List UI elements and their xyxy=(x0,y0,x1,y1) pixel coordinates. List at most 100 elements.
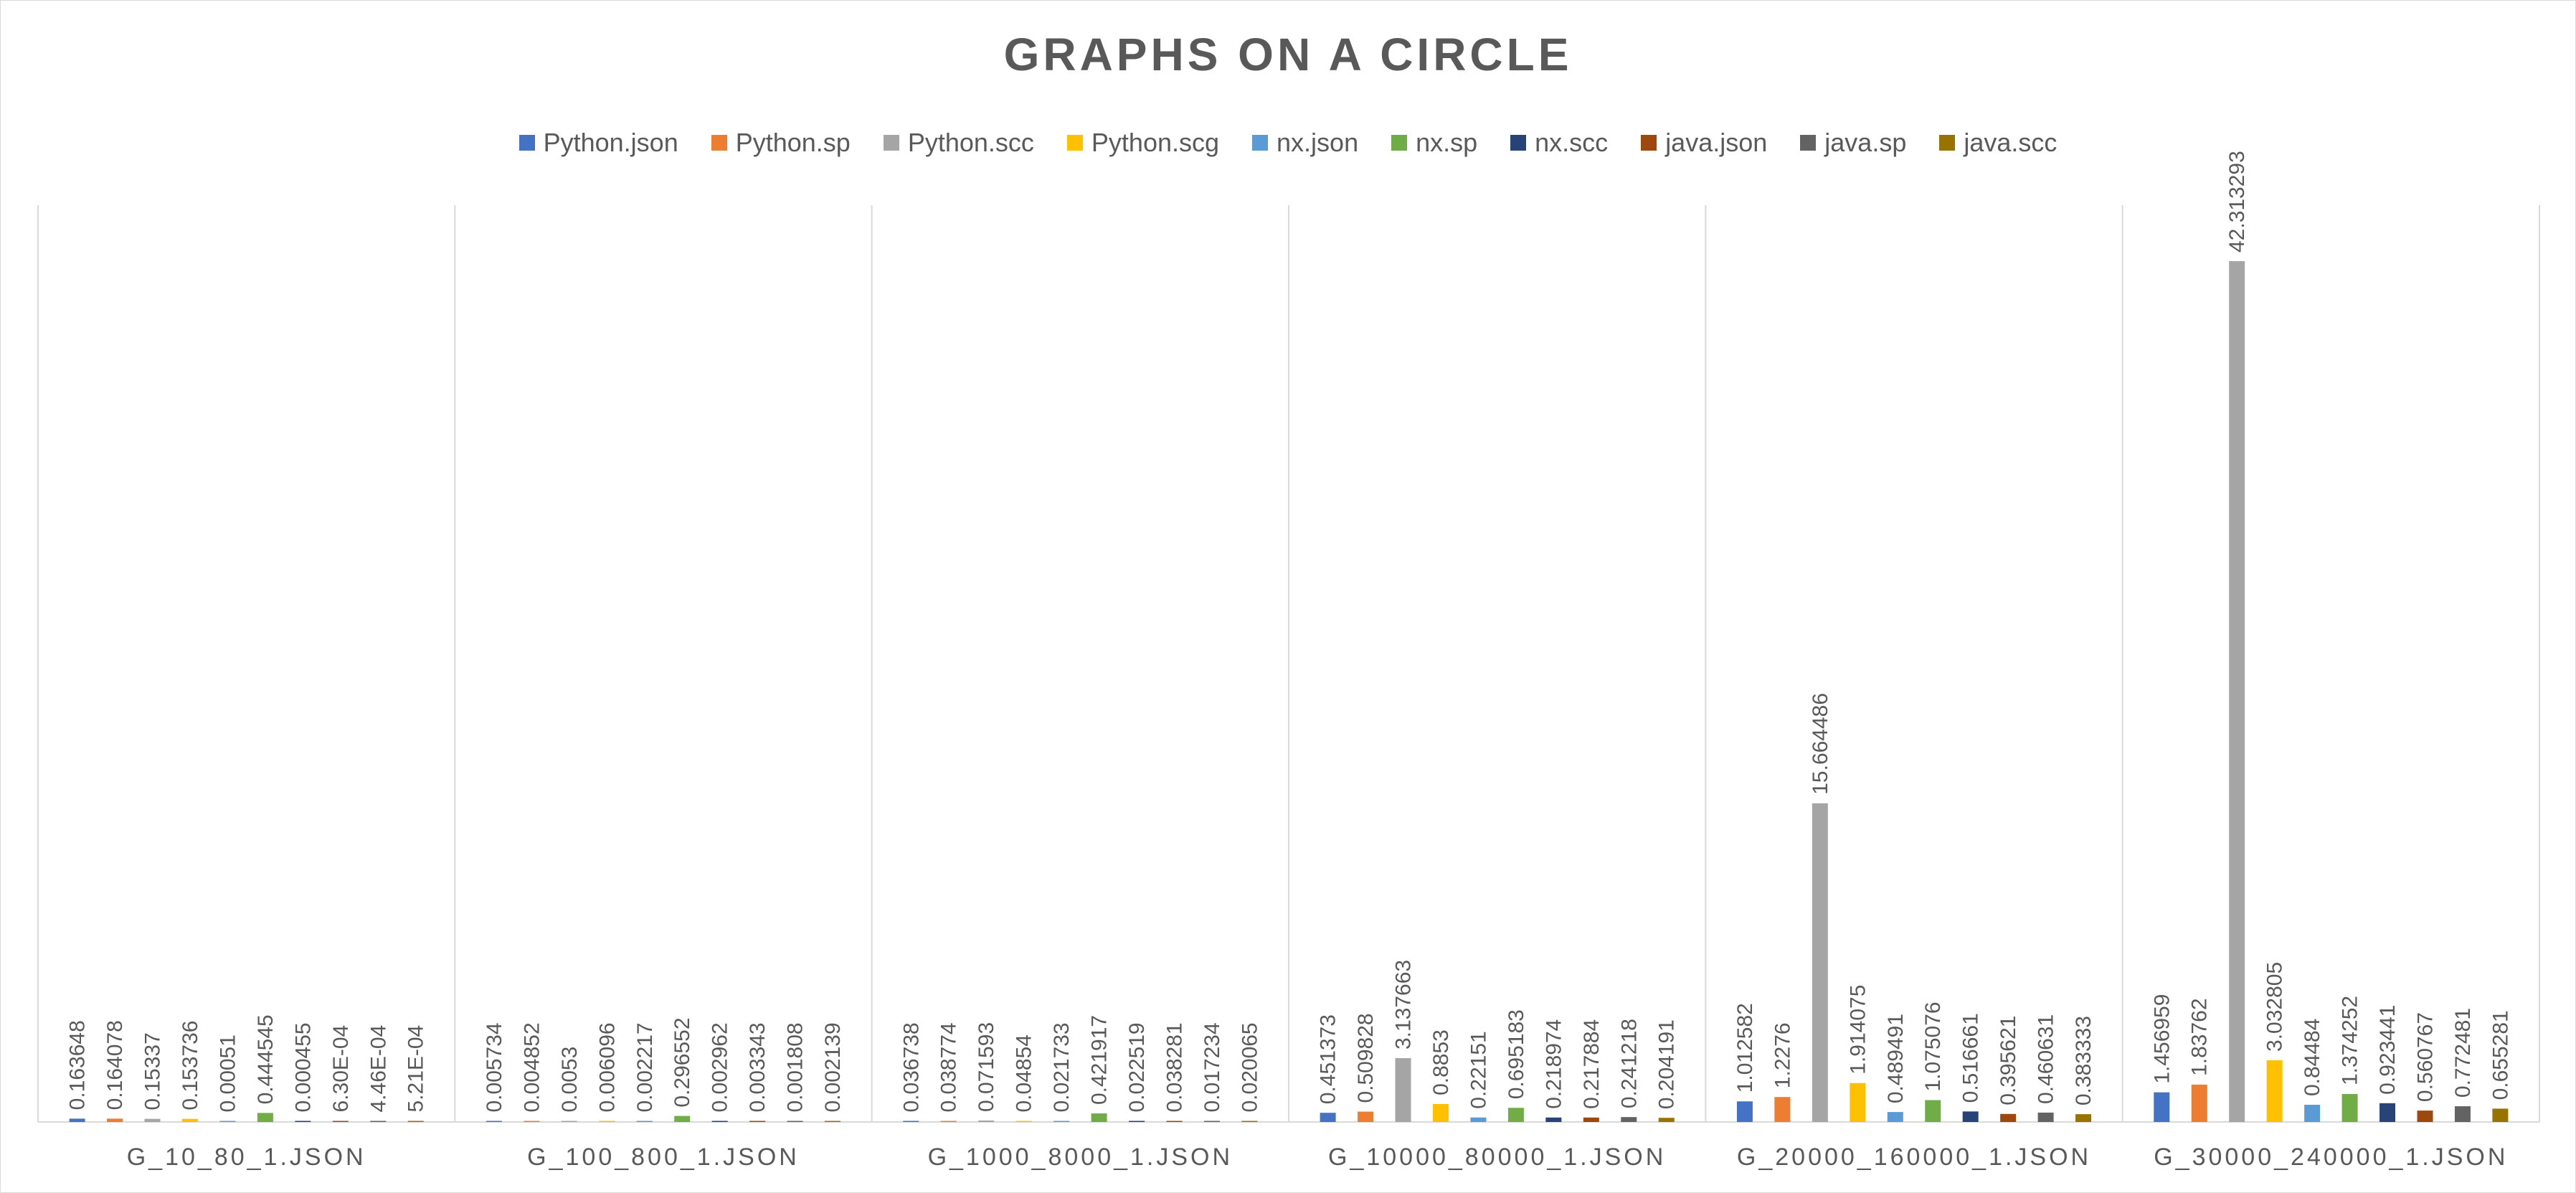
bar xyxy=(524,1121,540,1122)
data-label: 0.164078 xyxy=(103,1020,127,1110)
data-label: 0.516661 xyxy=(1959,1013,1983,1103)
bar xyxy=(940,1121,957,1122)
data-label: 0.204191 xyxy=(1655,1019,1679,1109)
bar xyxy=(2154,1092,2170,1122)
legend-label: nx.scc xyxy=(1535,128,1609,157)
bar xyxy=(2037,1112,2054,1122)
legend-item-python-sp: Python.sp xyxy=(711,128,851,158)
legend-label: java.scc xyxy=(1964,128,2058,157)
bar xyxy=(1850,1083,1866,1122)
bar xyxy=(2191,1084,2207,1122)
data-label: 0.460631 xyxy=(2035,1014,2058,1104)
data-label: 0.15337 xyxy=(141,1032,165,1110)
bar xyxy=(2000,1113,2017,1122)
data-label: 1.012582 xyxy=(1733,1003,1757,1093)
data-label: 0.383333 xyxy=(2072,1016,2096,1105)
bar xyxy=(636,1121,653,1122)
data-label: 3.137663 xyxy=(1392,960,1416,1050)
bar xyxy=(1241,1121,1258,1122)
data-label: 0.005734 xyxy=(483,1022,506,1112)
data-label: 0.395621 xyxy=(1997,1016,2020,1105)
legend-swatch xyxy=(1391,135,1408,151)
bar xyxy=(1470,1117,1487,1122)
bar xyxy=(1812,803,1828,1122)
data-label: 0.000455 xyxy=(291,1022,315,1112)
data-label: 15.664486 xyxy=(1809,693,1832,795)
x-tick-label: G_100_800_1.JSON xyxy=(527,1144,800,1171)
legend-label: Python.scg xyxy=(1091,128,1220,157)
bar xyxy=(978,1120,995,1122)
legend-item-nx-sp: nx.sp xyxy=(1391,128,1477,158)
legend-swatch xyxy=(1800,135,1817,151)
bar xyxy=(1053,1121,1070,1122)
data-label: 0.655281 xyxy=(2489,1010,2512,1100)
data-label: 0.017234 xyxy=(1201,1022,1224,1112)
data-label: 0.038281 xyxy=(1162,1022,1186,1112)
data-label: 0.153736 xyxy=(179,1020,202,1110)
data-label: 1.914075 xyxy=(1846,985,1870,1075)
data-label: 0.22151 xyxy=(1467,1031,1490,1108)
legend-swatch xyxy=(883,135,899,151)
data-label: 0.020065 xyxy=(1238,1022,1261,1112)
data-label: 0.00051 xyxy=(216,1034,240,1112)
chart-legend: Python.json Python.sp Python.scc Python.scg… xyxy=(1,123,2575,163)
bar xyxy=(2454,1106,2471,1122)
bar xyxy=(1962,1111,1979,1122)
data-label: 0.421917 xyxy=(1088,1015,1112,1105)
data-label: 0.296552 xyxy=(671,1017,694,1107)
legend-swatch xyxy=(1641,135,1657,151)
x-tick-label: G_10_80_1.JSON xyxy=(127,1144,366,1171)
legend-label: java.json xyxy=(1665,128,1768,157)
bar xyxy=(257,1113,273,1122)
data-label: 0.038774 xyxy=(937,1022,961,1112)
data-label: 0.036738 xyxy=(899,1022,923,1112)
legend-item-python-scg: Python.scg xyxy=(1066,128,1220,158)
legend-item-java-json: java.json xyxy=(1641,128,1767,158)
bar xyxy=(1774,1097,1791,1122)
x-tick-label: G_1000_8000_1.JSON xyxy=(928,1144,1233,1171)
data-label: 0.217884 xyxy=(1580,1019,1604,1109)
data-label: 0.695183 xyxy=(1505,1009,1528,1099)
legend-item-python-json: Python.json xyxy=(518,128,678,158)
bar xyxy=(2380,1103,2396,1122)
legend-swatch xyxy=(518,135,535,151)
data-label: 0.560767 xyxy=(2413,1012,2437,1102)
bar xyxy=(69,1118,85,1122)
bar xyxy=(2304,1105,2321,1122)
bar xyxy=(674,1116,691,1122)
bar xyxy=(486,1121,502,1122)
bar xyxy=(295,1121,311,1122)
bar xyxy=(2417,1111,2433,1122)
bar xyxy=(1583,1117,1599,1122)
data-label: 1.075076 xyxy=(1921,1001,1945,1091)
legend-label: java.sp xyxy=(1824,128,1907,157)
bar xyxy=(144,1118,161,1122)
legend-label: nx.sp xyxy=(1416,128,1478,157)
bar xyxy=(2492,1108,2509,1122)
x-tick-label: G_20000_160000_1.JSON xyxy=(1737,1144,2091,1171)
data-label: 0.8853 xyxy=(1429,1029,1453,1095)
bar xyxy=(561,1121,577,1122)
bar xyxy=(1507,1108,1524,1122)
data-label: 0.002217 xyxy=(633,1022,657,1112)
data-label: 1.374252 xyxy=(2339,996,2362,1085)
legend-swatch xyxy=(1939,135,1956,151)
data-label: 0.923441 xyxy=(2376,1005,2400,1095)
bar xyxy=(1432,1103,1449,1122)
bar xyxy=(1887,1112,1903,1122)
data-label: 0.004852 xyxy=(520,1022,544,1112)
bar xyxy=(599,1121,615,1122)
bar xyxy=(219,1121,236,1122)
data-label: 1.456959 xyxy=(2150,994,2174,1084)
x-tick-label: G_10000_80000_1.JSON xyxy=(1328,1144,1666,1171)
bar xyxy=(1395,1058,1411,1122)
bar xyxy=(407,1121,424,1122)
data-label: 1.83762 xyxy=(2188,998,2212,1075)
legend-swatch xyxy=(1252,135,1269,151)
bar xyxy=(2229,261,2245,1122)
bar xyxy=(1320,1113,1336,1122)
data-label: 0.451373 xyxy=(1317,1014,1340,1104)
bar xyxy=(181,1118,198,1122)
bar xyxy=(1545,1117,1562,1122)
